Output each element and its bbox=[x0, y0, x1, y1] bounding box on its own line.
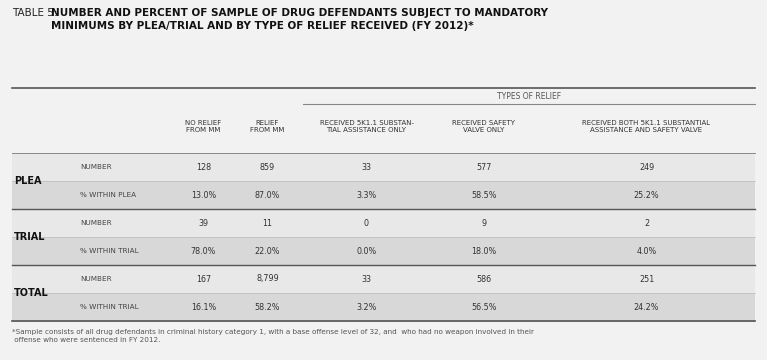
Text: 58.2%: 58.2% bbox=[255, 302, 280, 311]
Bar bbox=[12, 293, 755, 321]
Text: 128: 128 bbox=[196, 162, 211, 171]
Text: 4.0%: 4.0% bbox=[637, 247, 657, 256]
Text: % WITHIN PLEA: % WITHIN PLEA bbox=[80, 192, 136, 198]
Text: 11: 11 bbox=[262, 219, 272, 228]
Text: 167: 167 bbox=[196, 274, 211, 284]
Text: 577: 577 bbox=[476, 162, 492, 171]
Text: 18.0%: 18.0% bbox=[472, 247, 496, 256]
Text: RECEIVED SAFETY
VALVE ONLY: RECEIVED SAFETY VALVE ONLY bbox=[453, 120, 515, 133]
Text: 0: 0 bbox=[364, 219, 369, 228]
Text: 33: 33 bbox=[361, 162, 371, 171]
Bar bbox=[12, 265, 755, 293]
Text: NO RELIEF
FROM MM: NO RELIEF FROM MM bbox=[186, 120, 222, 133]
Text: RELIEF
FROM MM: RELIEF FROM MM bbox=[250, 120, 285, 133]
Text: NUMBER: NUMBER bbox=[80, 220, 112, 226]
Text: NUMBER AND PERCENT OF SAMPLE OF DRUG DEFENDANTS SUBJECT TO MANDATORY
MINIMUMS BY: NUMBER AND PERCENT OF SAMPLE OF DRUG DEF… bbox=[51, 8, 548, 31]
Bar bbox=[12, 153, 755, 181]
Text: PLEA: PLEA bbox=[14, 176, 41, 186]
Text: RECEIVED BOTH 5K1.1 SUBSTANTIAL
ASSISTANCE AND SAFETY VALVE: RECEIVED BOTH 5K1.1 SUBSTANTIAL ASSISTAN… bbox=[582, 120, 710, 133]
Text: 58.5%: 58.5% bbox=[471, 190, 497, 199]
Text: % WITHIN TRIAL: % WITHIN TRIAL bbox=[80, 304, 139, 310]
Text: TOTAL: TOTAL bbox=[14, 288, 49, 298]
Text: RECEIVED 5K1.1 SUBSTAN-
TIAL ASSISTANCE ONLY: RECEIVED 5K1.1 SUBSTAN- TIAL ASSISTANCE … bbox=[320, 120, 413, 133]
Text: 78.0%: 78.0% bbox=[191, 247, 216, 256]
Text: 2: 2 bbox=[644, 219, 649, 228]
Text: 3.3%: 3.3% bbox=[357, 190, 377, 199]
Bar bbox=[12, 237, 755, 265]
Text: 0.0%: 0.0% bbox=[357, 247, 377, 256]
Text: 3.2%: 3.2% bbox=[357, 302, 377, 311]
Text: TYPES OF RELIEF: TYPES OF RELIEF bbox=[497, 92, 561, 101]
Text: 249: 249 bbox=[639, 162, 654, 171]
Text: 13.0%: 13.0% bbox=[191, 190, 216, 199]
Text: 25.2%: 25.2% bbox=[634, 190, 660, 199]
Text: 22.0%: 22.0% bbox=[255, 247, 280, 256]
Text: 24.2%: 24.2% bbox=[634, 302, 660, 311]
Text: 87.0%: 87.0% bbox=[255, 190, 280, 199]
Text: NUMBER: NUMBER bbox=[80, 276, 112, 282]
Bar bbox=[12, 181, 755, 209]
Bar bbox=[12, 209, 755, 237]
Text: 251: 251 bbox=[639, 274, 654, 284]
Text: 33: 33 bbox=[361, 274, 371, 284]
Text: 586: 586 bbox=[476, 274, 492, 284]
Text: TRIAL: TRIAL bbox=[14, 232, 45, 242]
Text: 56.5%: 56.5% bbox=[471, 302, 497, 311]
Text: % WITHIN TRIAL: % WITHIN TRIAL bbox=[80, 248, 139, 254]
Text: 39: 39 bbox=[199, 219, 209, 228]
Text: 8,799: 8,799 bbox=[256, 274, 279, 284]
Text: 859: 859 bbox=[260, 162, 275, 171]
Text: TABLE 5:: TABLE 5: bbox=[12, 8, 61, 18]
Text: *Sample consists of all drug defendants in criminal history category 1, with a b: *Sample consists of all drug defendants … bbox=[12, 329, 534, 343]
Text: 16.1%: 16.1% bbox=[191, 302, 216, 311]
Text: NUMBER: NUMBER bbox=[80, 164, 112, 170]
Text: 9: 9 bbox=[482, 219, 486, 228]
